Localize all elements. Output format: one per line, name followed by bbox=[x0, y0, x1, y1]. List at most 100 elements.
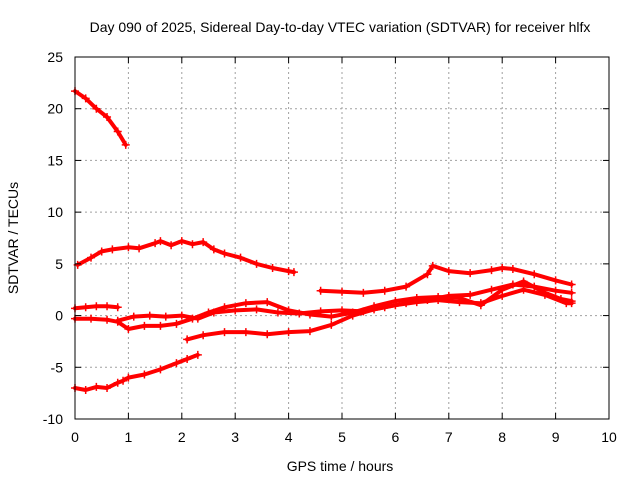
data-point bbox=[241, 328, 250, 337]
data-point bbox=[338, 306, 346, 315]
data-point bbox=[81, 386, 90, 395]
data-point bbox=[391, 301, 400, 310]
data-point bbox=[530, 270, 539, 279]
data-point bbox=[209, 308, 218, 317]
data-point bbox=[124, 373, 133, 382]
x-tick-label: 2 bbox=[178, 429, 186, 445]
x-tick-label: 1 bbox=[125, 429, 133, 445]
data-point bbox=[92, 382, 101, 391]
x-tick-label: 4 bbox=[285, 429, 293, 445]
data-point bbox=[183, 355, 192, 364]
data-point bbox=[113, 127, 122, 136]
data-point bbox=[402, 282, 411, 291]
data-point bbox=[284, 328, 293, 337]
series-arc-8 bbox=[316, 261, 576, 297]
x-tick-label: 6 bbox=[392, 429, 400, 445]
series-arc-6 bbox=[113, 280, 576, 325]
data-point bbox=[177, 237, 186, 246]
data-point bbox=[567, 280, 576, 289]
data-point bbox=[140, 370, 149, 379]
y-tick-labels: -10 -5 0 5 10 15 20 25 bbox=[43, 49, 63, 427]
data-point bbox=[268, 263, 277, 272]
data-point bbox=[113, 316, 122, 325]
y-tick-label: 25 bbox=[47, 49, 63, 65]
data-point bbox=[103, 383, 112, 392]
x-tick-label: 10 bbox=[601, 429, 617, 445]
data-point bbox=[172, 359, 181, 368]
y-tick-label: 10 bbox=[47, 204, 63, 220]
data-point bbox=[273, 308, 282, 317]
data-point bbox=[530, 282, 539, 291]
data-point bbox=[135, 244, 144, 253]
data-point bbox=[540, 290, 549, 299]
series-layer bbox=[71, 87, 576, 395]
x-tick-label: 9 bbox=[552, 429, 560, 445]
x-axis-label: GPS time / hours bbox=[287, 458, 394, 474]
y-tick-label: -5 bbox=[51, 359, 64, 375]
data-point bbox=[81, 94, 90, 103]
data-point bbox=[129, 312, 138, 321]
data-point bbox=[103, 315, 112, 324]
data-point bbox=[231, 306, 240, 315]
x-tick-label: 0 bbox=[71, 429, 79, 445]
data-point bbox=[113, 303, 122, 312]
data-point bbox=[263, 298, 272, 307]
y-tick-label: 0 bbox=[55, 308, 63, 324]
data-point bbox=[92, 104, 101, 113]
data-point bbox=[305, 327, 314, 336]
data-point bbox=[177, 311, 186, 320]
y-tick-label: 20 bbox=[47, 101, 63, 117]
data-point bbox=[327, 320, 336, 329]
data-point bbox=[263, 330, 272, 339]
data-point bbox=[466, 269, 475, 278]
grid-lines bbox=[75, 57, 609, 419]
data-point bbox=[156, 237, 165, 246]
data-point bbox=[348, 311, 357, 320]
data-point bbox=[199, 331, 208, 340]
data-point bbox=[519, 285, 528, 294]
data-point bbox=[567, 299, 576, 308]
x-tick-label: 5 bbox=[338, 429, 346, 445]
data-point bbox=[103, 302, 112, 311]
data-point bbox=[92, 302, 101, 311]
axis-ticks bbox=[74, 56, 610, 420]
data-point bbox=[551, 276, 560, 285]
data-point bbox=[284, 267, 293, 276]
data-point bbox=[370, 305, 379, 314]
data-point bbox=[209, 245, 218, 254]
data-point bbox=[295, 309, 304, 318]
data-point bbox=[156, 321, 165, 330]
series-line bbox=[75, 239, 296, 275]
data-point bbox=[140, 321, 149, 330]
data-point bbox=[236, 253, 245, 262]
data-point bbox=[444, 291, 453, 300]
y-tick-label: 5 bbox=[55, 256, 63, 272]
chart-title: Day 090 of 2025, Sidereal Day-to-day VTE… bbox=[90, 19, 591, 35]
series-arc-3 bbox=[71, 350, 202, 395]
data-point bbox=[161, 312, 170, 321]
data-point bbox=[151, 239, 160, 248]
x-tick-label: 7 bbox=[445, 429, 453, 445]
data-point bbox=[124, 325, 133, 334]
data-point bbox=[119, 376, 128, 385]
data-point bbox=[199, 238, 208, 247]
series-arc-5 bbox=[71, 302, 122, 313]
data-point bbox=[567, 288, 576, 297]
data-point bbox=[220, 328, 229, 337]
data-point bbox=[121, 140, 130, 149]
x-tick-labels: 0 1 2 3 4 5 6 7 8 9 10 bbox=[71, 429, 617, 445]
data-point bbox=[87, 314, 96, 323]
y-tick-label: 15 bbox=[47, 152, 63, 168]
data-point bbox=[124, 243, 133, 252]
data-point bbox=[466, 290, 475, 299]
data-point bbox=[183, 335, 192, 344]
data-point bbox=[289, 268, 298, 277]
data-point bbox=[551, 286, 560, 295]
data-point bbox=[145, 311, 154, 320]
data-point bbox=[316, 286, 325, 295]
data-point bbox=[193, 314, 202, 323]
x-tick-label: 8 bbox=[498, 429, 506, 445]
series-line bbox=[73, 89, 128, 147]
